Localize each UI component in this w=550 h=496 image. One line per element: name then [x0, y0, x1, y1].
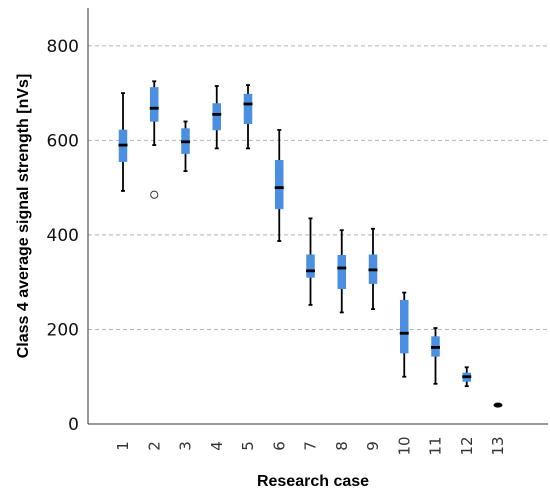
iqr-box-10 [400, 299, 409, 354]
box-case-10 [399, 291, 409, 378]
x-tick-7: 7 [302, 441, 320, 451]
box-case-2 [149, 80, 159, 199]
box-case-13 [493, 402, 503, 408]
x-tick-3: 3 [177, 441, 195, 451]
x-tick-8: 8 [333, 441, 351, 451]
y-axis-title: Class 4 average signal strength [nVs] [15, 74, 32, 359]
x-tick-13: 13 [489, 436, 507, 455]
iqr-box-6 [275, 159, 284, 210]
box-case-6 [274, 129, 284, 242]
x-axis-title: Research case [257, 473, 369, 490]
y-tick-labels: 0 200 400 600 800 [47, 37, 79, 435]
x-tick-labels: 1 2 3 4 5 6 7 8 9 10 11 12 13 [114, 436, 507, 455]
x-tick-5: 5 [239, 441, 257, 451]
iqr-box-8 [337, 254, 346, 290]
x-tick-1: 1 [114, 441, 132, 451]
median-point-13 [493, 402, 503, 408]
x-tick-10: 10 [395, 436, 413, 455]
box-case-12 [462, 366, 472, 388]
box-case-4 [212, 85, 222, 150]
iqr-box-5 [243, 93, 253, 125]
box-case-5 [243, 84, 253, 150]
x-tick-9: 9 [364, 441, 382, 451]
y-tick-600: 600 [47, 131, 79, 151]
y-tick-400: 400 [47, 226, 79, 246]
x-tick-2: 2 [145, 441, 163, 451]
x-tick-6: 6 [270, 441, 288, 451]
x-tick-12: 12 [458, 436, 476, 455]
box-case-11 [431, 327, 440, 385]
box-case-9 [368, 227, 378, 311]
outlier-2-0 [150, 190, 159, 199]
iqr-box-2 [150, 87, 159, 122]
boxes [118, 80, 503, 408]
y-tick-800: 800 [47, 37, 79, 57]
box-case-8 [337, 229, 347, 314]
box-case-3 [181, 120, 190, 172]
x-tick-4: 4 [208, 441, 226, 451]
iqr-box-7 [306, 254, 315, 278]
x-tick-11: 11 [427, 436, 445, 455]
iqr-box-4 [212, 103, 221, 131]
y-tick-200: 200 [47, 320, 79, 340]
box-case-7 [306, 217, 315, 306]
y-tick-0: 0 [68, 415, 79, 435]
box-case-1 [118, 92, 128, 192]
